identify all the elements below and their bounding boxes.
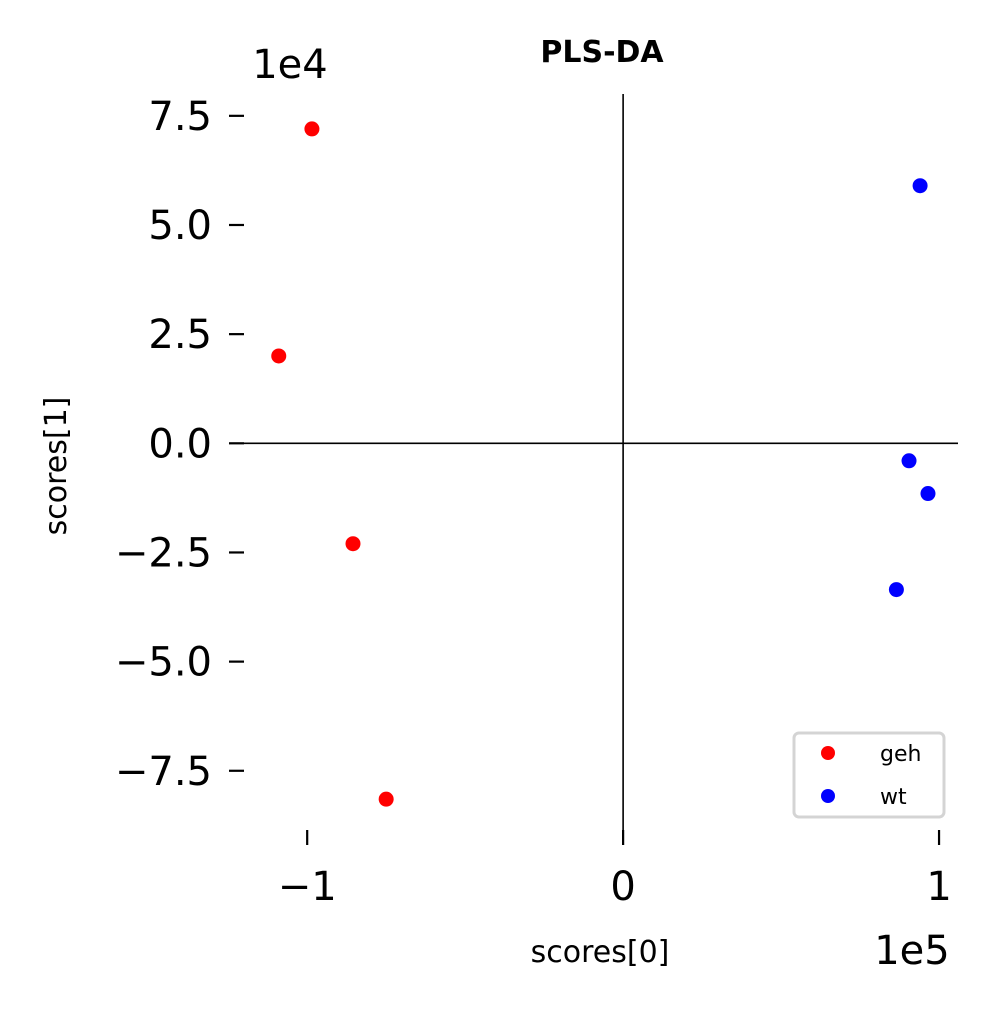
x-axis-ticks: −1 0 1 — [278, 830, 952, 910]
legend: geh wt — [792, 731, 946, 819]
y-tick-label: 0.0 — [148, 421, 212, 467]
data-points — [271, 121, 936, 807]
y-axis-ticks: 7.5 5.0 2.5 0.0 −2.5 −5.0 −7.5 — [115, 94, 244, 795]
point-wt — [912, 178, 928, 194]
legend-label-wt: wt — [880, 785, 907, 810]
y-tick-label: −5.0 — [115, 640, 212, 686]
point-geh — [378, 791, 394, 807]
x-tick-label: 0 — [610, 864, 635, 910]
point-wt — [888, 582, 904, 598]
zero-lines — [244, 94, 958, 845]
x-tick-label: −1 — [278, 864, 337, 910]
chart-title: PLS-DA — [540, 35, 664, 70]
y-axis-label: scores[1] — [39, 397, 74, 536]
legend-marker-wt — [821, 789, 835, 803]
y-tick-label: 5.0 — [148, 203, 212, 249]
point-wt — [901, 453, 917, 469]
legend-label-geh: geh — [880, 742, 921, 767]
y-tick-label: −7.5 — [115, 749, 212, 795]
x-offset-label: 1e5 — [874, 928, 950, 974]
x-tick-label: 1 — [926, 864, 951, 910]
point-geh — [271, 348, 287, 364]
y-tick-label: 2.5 — [148, 312, 212, 358]
legend-marker-geh — [821, 746, 835, 760]
legend-box — [792, 731, 946, 819]
y-tick-label: −2.5 — [115, 530, 212, 576]
y-offset-label: 1e4 — [252, 42, 328, 88]
point-geh — [304, 121, 320, 137]
point-wt — [920, 486, 936, 502]
x-axis-label: scores[0] — [531, 935, 670, 970]
point-geh — [345, 536, 361, 552]
y-tick-label: 7.5 — [148, 94, 212, 140]
